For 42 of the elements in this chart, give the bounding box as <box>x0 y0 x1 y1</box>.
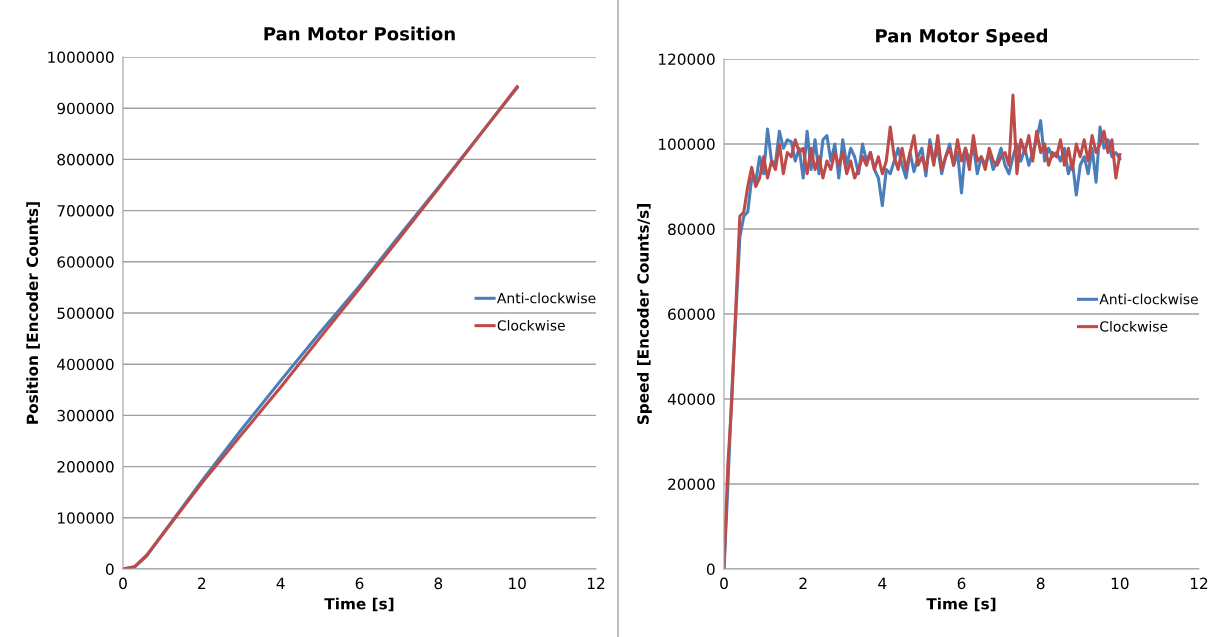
legend-label: Clockwise <box>497 319 565 331</box>
x-tick-label: 6 <box>355 577 364 590</box>
legend-label: Anti-clockwise <box>1099 293 1198 305</box>
x-tick-label: 6 <box>957 577 966 590</box>
y-tick-label: 700000 <box>57 205 114 217</box>
y-tick-label: 500000 <box>57 307 114 320</box>
x-tick-label: 4 <box>276 577 285 589</box>
chart-title: Pan Motor Position <box>264 26 455 41</box>
y-tick-label: 20000 <box>668 478 715 491</box>
y-tick-label: 800000 <box>57 153 114 166</box>
x-axis-title: Time [s] <box>926 597 996 612</box>
y-tick-label: 900000 <box>57 102 114 115</box>
legend-label: Clockwise <box>1100 320 1168 332</box>
y-axis-title: Speed [Encoder Counts/s] <box>637 204 652 425</box>
y-tick-label: 40000 <box>667 393 715 406</box>
y-tick-label: 400000 <box>57 358 114 371</box>
x-tick-label: 2 <box>799 577 807 589</box>
y-tick-label: 100000 <box>659 138 715 151</box>
y-tick-label: 100000 <box>58 512 114 524</box>
y-tick-label: 1000000 <box>48 51 114 64</box>
x-tick-label: 2 <box>198 577 206 589</box>
legend-label: Anti-clockwise <box>497 292 596 304</box>
x-tick-label: 10 <box>1111 577 1129 590</box>
x-tick-label: 12 <box>1190 577 1208 589</box>
x-tick-label: 4 <box>878 577 887 589</box>
y-tick-label: 60000 <box>668 308 715 321</box>
y-axis-title: Position [Encoder Counts] <box>26 202 40 424</box>
x-tick-label: 10 <box>509 577 526 590</box>
chart-title: Pan Motor Speed <box>876 28 1047 47</box>
x-tick-label: 0 <box>119 577 127 590</box>
y-tick-label: 200000 <box>57 461 114 473</box>
y-tick-label: 120000 <box>659 53 715 66</box>
y-tick-label: 80000 <box>668 223 715 236</box>
y-tick-label: 0 <box>706 563 715 576</box>
x-tick-label: 12 <box>587 577 605 589</box>
x-tick-label: 0 <box>720 577 728 590</box>
x-axis-title: Time [s] <box>324 597 394 612</box>
y-tick-label: 0 <box>105 563 114 576</box>
y-tick-label: 600000 <box>57 256 114 268</box>
x-tick-label: 8 <box>434 577 443 590</box>
y-tick-label: 300000 <box>57 409 114 422</box>
x-tick-label: 8 <box>1036 577 1045 590</box>
